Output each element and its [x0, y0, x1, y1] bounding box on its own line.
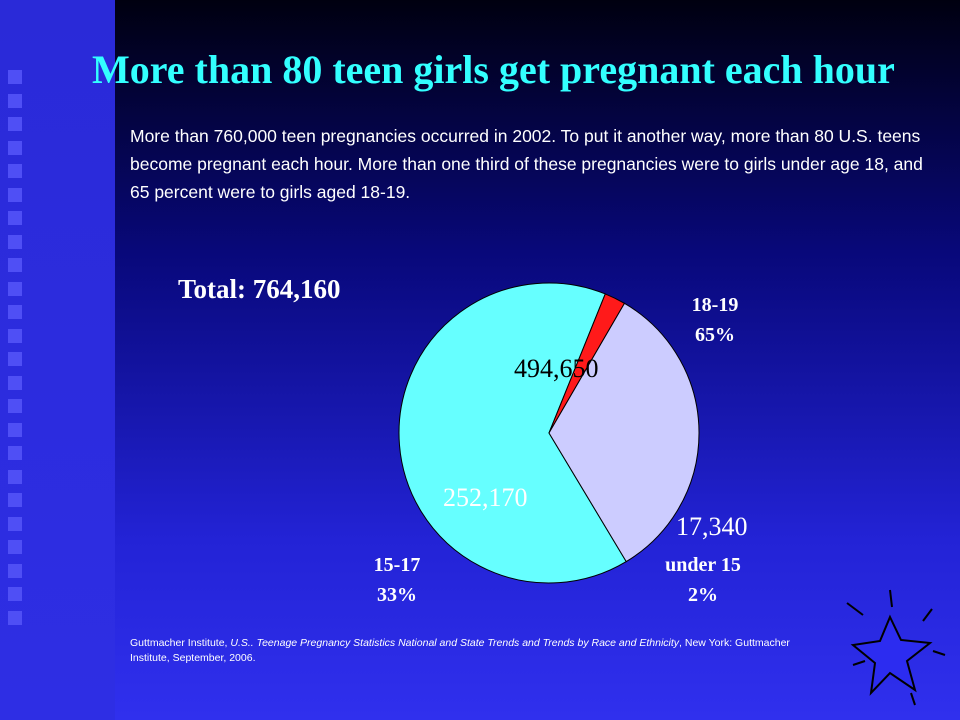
value-label-18-19: 494,650 [514, 354, 599, 383]
left-decorative-bar [0, 0, 115, 720]
category-label: 18-19 [691, 294, 739, 316]
pie-slice-18-19 [398, 282, 627, 584]
value-label-under-15: 17,340 [676, 512, 748, 541]
percent-label: 65% [695, 324, 735, 346]
value-label-15-17: 252,170 [443, 483, 528, 512]
slice-label-18-19: 18-19 65% [655, 290, 775, 350]
category-label: 15-17 [373, 554, 421, 576]
citation: Guttmacher Institute, U.S.. Teenage Preg… [130, 637, 790, 664]
total-label: Total: 764,160 [178, 274, 341, 304]
slice-label-under-15: under 15 2% [643, 550, 763, 610]
star-icon [846, 589, 946, 706]
percent-label: 33% [377, 584, 417, 606]
slide-title: More than 80 teen girls get pregnant eac… [92, 47, 895, 92]
category-label: under 15 [665, 554, 741, 576]
intro-text: More than 760,000 teen pregnancies occur… [130, 126, 923, 202]
slice-label-15-17: 15-17 33% [337, 550, 457, 610]
citation-title: U.S.. Teenage Pregnancy Statistics Natio… [230, 637, 680, 649]
pie-slice-15-17 [548, 302, 700, 563]
percent-label: 2% [688, 584, 718, 606]
decorative-squares [8, 70, 24, 634]
